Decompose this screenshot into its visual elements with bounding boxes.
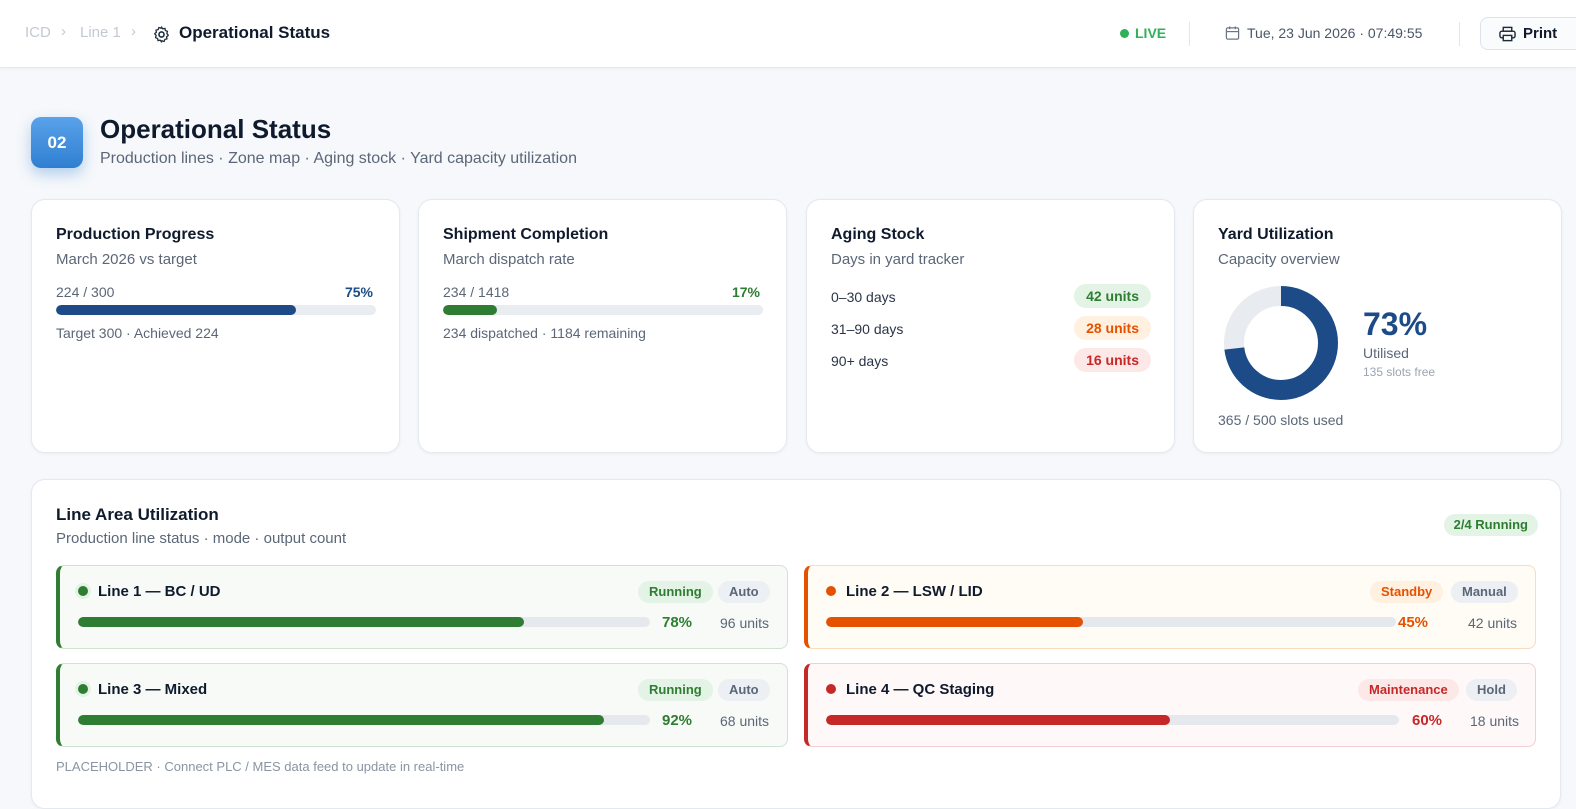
aging-range-label: 90+ days xyxy=(831,353,889,369)
yard-slots-used: 365 / 500 slots used xyxy=(1218,412,1344,428)
progress-footer: Target 300 · Achieved 224 xyxy=(56,325,219,341)
progress-fill xyxy=(56,305,296,315)
card-subtitle: March dispatch rate xyxy=(443,251,575,268)
aging-row: 0–30 days 42 units xyxy=(831,284,1151,308)
line-percent: 60% xyxy=(1412,712,1443,729)
card-subtitle: March 2026 vs target xyxy=(56,251,197,268)
placeholder-footnote: PLACEHOLDER · Connect PLC / MES data fee… xyxy=(56,759,465,774)
donut-fill xyxy=(1224,286,1338,400)
mode-badge: Manual xyxy=(1451,581,1518,603)
line-card-1[interactable]: Line 1 — BC / UD Running Auto 78% 96 uni… xyxy=(56,565,788,649)
aging-row: 31–90 days 28 units xyxy=(831,316,1151,340)
top-bar: ICD › Line 1 › Operational Status LIVE T… xyxy=(0,0,1576,68)
line-name: Line 2 — LSW / LID xyxy=(846,583,983,600)
panel-title: Line Area Utilization xyxy=(56,505,219,524)
yard-utilization-card: Yard Utilization Capacity overview 73% U… xyxy=(1193,199,1562,453)
progress-track xyxy=(443,305,763,315)
line-units: 96 units xyxy=(720,615,770,631)
progress-ratio: 234 / 1418 xyxy=(443,284,510,300)
yard-free-slots: 135 slots free xyxy=(1363,365,1436,379)
card-title: Shipment Completion xyxy=(443,226,609,243)
breadcrumb-current: Operational Status xyxy=(179,23,331,42)
section-number-badge: 02 xyxy=(31,117,83,168)
aging-count-badge: 28 units xyxy=(1074,316,1151,340)
line-card-3[interactable]: Line 3 — Mixed Running Auto 92% 68 units xyxy=(56,663,788,747)
progress-ratio: 224 / 300 xyxy=(56,284,115,300)
card-title: Yard Utilization xyxy=(1218,226,1334,243)
progress-fill xyxy=(443,305,498,315)
aging-range-label: 31–90 days xyxy=(831,321,904,337)
status-badge: Maintenance xyxy=(1358,679,1459,701)
calendar-icon xyxy=(1225,26,1240,40)
running-count-badge: 2/4 Running xyxy=(1443,514,1538,536)
panel-subtitle: Production line status · mode · output c… xyxy=(56,530,347,547)
line-progress-fill xyxy=(826,617,1083,627)
progress-track xyxy=(56,305,376,315)
card-title: Aging Stock xyxy=(831,226,925,243)
line-units: 42 units xyxy=(1468,615,1518,631)
print-label: Print xyxy=(1523,25,1558,42)
shipment-completion-card: Shipment Completion March dispatch rate … xyxy=(418,199,787,453)
line-progress-fill xyxy=(78,617,525,627)
line-progress-fill xyxy=(826,715,1170,725)
yard-percent: 73% xyxy=(1363,306,1428,342)
line-progress-fill xyxy=(78,715,605,725)
aging-range-label: 0–30 days xyxy=(831,289,896,305)
printer-icon xyxy=(1499,26,1516,42)
current-datetime: Tue, 23 Jun 2026 · 07:49:55 xyxy=(1247,25,1423,41)
line-progress-track xyxy=(826,617,1396,627)
page-subtitle: Production lines · Zone map · Aging stoc… xyxy=(100,150,577,167)
mode-badge: Auto xyxy=(718,581,770,603)
card-title: Production Progress xyxy=(56,226,215,243)
line-percent: 92% xyxy=(662,712,693,729)
chevron-right-icon: › xyxy=(61,23,66,40)
line-units: 18 units xyxy=(1470,713,1520,729)
line-card-2[interactable]: Line 2 — LSW / LID Standby Manual 45% 42… xyxy=(804,565,1536,649)
divider xyxy=(1459,22,1460,46)
line-units: 68 units xyxy=(720,713,770,729)
mode-badge: Hold xyxy=(1466,679,1517,701)
aging-count-badge: 42 units xyxy=(1074,284,1151,308)
line-area-panel: Line Area Utilization Production line st… xyxy=(31,479,1561,809)
progress-percent: 75% xyxy=(344,284,373,300)
yard-utilised-label: Utilised xyxy=(1363,345,1409,361)
status-dot xyxy=(78,684,88,694)
production-progress-card: Production Progress March 2026 vs target… xyxy=(31,199,400,453)
status-dot xyxy=(826,586,836,596)
breadcrumb-line[interactable]: Line 1 xyxy=(80,24,121,41)
progress-footer: 234 dispatched · 1184 remaining xyxy=(443,325,646,341)
mode-badge: Auto xyxy=(718,679,770,701)
card-subtitle: Capacity overview xyxy=(1218,251,1340,268)
card-subtitle: Days in yard tracker xyxy=(831,251,965,268)
status-dot xyxy=(826,684,836,694)
chevron-right-icon: › xyxy=(131,23,136,40)
status-badge: Running xyxy=(638,581,713,603)
page-title: Operational Status xyxy=(100,114,332,144)
status-badge: Running xyxy=(638,679,713,701)
line-progress-track xyxy=(78,715,650,725)
print-button[interactable]: Print xyxy=(1480,17,1576,50)
yard-donut-chart xyxy=(1224,286,1338,400)
aging-stock-card: Aging Stock Days in yard tracker 0–30 da… xyxy=(806,199,1175,453)
line-name: Line 1 — BC / UD xyxy=(98,583,221,600)
status-badge: Standby xyxy=(1370,581,1444,603)
gear-icon xyxy=(154,26,169,43)
divider xyxy=(1189,22,1190,46)
live-indicator-dot xyxy=(1120,29,1129,38)
line-progress-track xyxy=(78,617,650,627)
breadcrumb-root[interactable]: ICD xyxy=(25,24,51,41)
line-percent: 78% xyxy=(662,614,693,631)
line-card-4[interactable]: Line 4 — QC Staging Maintenance Hold 60%… xyxy=(804,663,1536,747)
line-name: Line 3 — Mixed xyxy=(98,681,208,698)
aging-row: 90+ days 16 units xyxy=(831,348,1151,372)
aging-count-badge: 16 units xyxy=(1074,348,1151,372)
line-percent: 45% xyxy=(1398,614,1429,631)
line-progress-track xyxy=(826,715,1399,725)
progress-percent: 17% xyxy=(731,284,760,300)
live-status-label: LIVE xyxy=(1135,25,1167,41)
status-dot xyxy=(78,586,88,596)
line-name: Line 4 — QC Staging xyxy=(846,681,995,698)
